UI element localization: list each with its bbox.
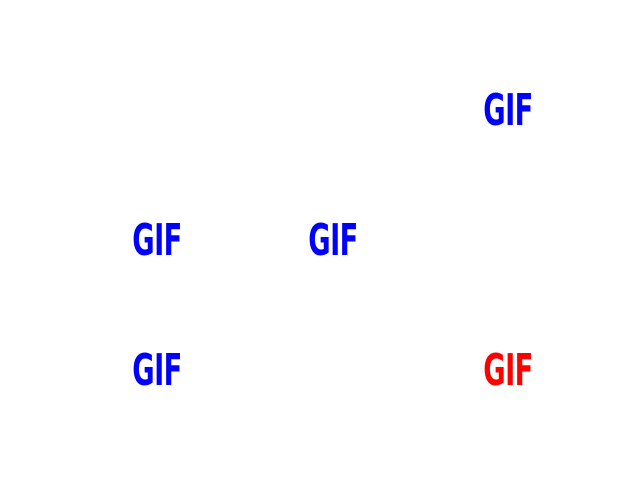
gif-item-middle-center[interactable]: GIF <box>308 215 358 266</box>
gif-item-bottom-left[interactable]: GIF <box>132 345 182 396</box>
gif-item-top-right[interactable]: GIF <box>483 85 533 136</box>
gif-item-bottom-right-target[interactable]: GIF <box>483 345 533 396</box>
gif-item-middle-left[interactable]: GIF <box>132 215 182 266</box>
